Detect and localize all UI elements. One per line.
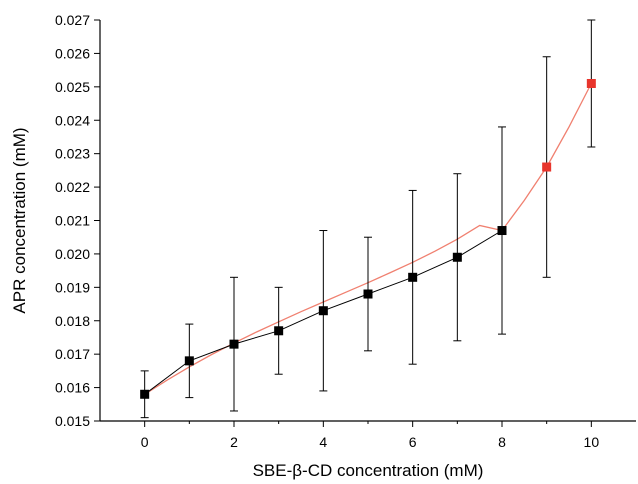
y-tick-label: 0.023 <box>55 146 90 162</box>
x-tick-label: 2 <box>230 434 238 450</box>
x-tick-label: 8 <box>498 434 506 450</box>
x-tick-label: 0 <box>141 434 149 450</box>
y-tick-label: 0.026 <box>55 45 90 61</box>
y-tick-label: 0.024 <box>55 112 90 128</box>
axis-ticks: 0.015 0.016 0.017 0.018 0.019 0.020 0.021 0.022… <box>55 12 599 450</box>
y-tick-label: 0.019 <box>55 279 90 295</box>
y-tick-label: 0.022 <box>55 179 90 195</box>
data-point <box>408 272 418 282</box>
y-axis-label: APR concentration (mM) <box>10 127 29 313</box>
y-tick-label: 0.027 <box>55 12 90 28</box>
data-point <box>586 78 596 88</box>
data-point <box>318 306 328 316</box>
y-tick-label: 0.021 <box>55 213 90 229</box>
x-tick-label: 6 <box>409 434 417 450</box>
error-bars-layer <box>140 19 596 419</box>
x-tick-label: 4 <box>319 434 327 450</box>
data-point <box>363 289 373 299</box>
plot-area <box>99 20 636 422</box>
data-point <box>452 252 462 262</box>
y-tick-label: 0.017 <box>55 346 90 362</box>
y-tick-label: 0.020 <box>55 246 90 262</box>
x-axis-label: SBE-β-CD concentration (mM) <box>253 461 484 480</box>
markers-layer <box>140 78 596 399</box>
data-point <box>140 389 150 399</box>
data-point <box>274 326 284 336</box>
y-tick-label: 0.016 <box>55 380 90 396</box>
data-point <box>229 339 239 349</box>
data-point <box>184 356 194 366</box>
y-tick-label: 0.015 <box>55 413 90 429</box>
y-tick-label: 0.025 <box>55 79 90 95</box>
data-point <box>497 226 507 236</box>
data-point <box>542 162 552 172</box>
y-tick-label: 0.018 <box>55 313 90 329</box>
x-tick-label: 10 <box>584 434 600 450</box>
